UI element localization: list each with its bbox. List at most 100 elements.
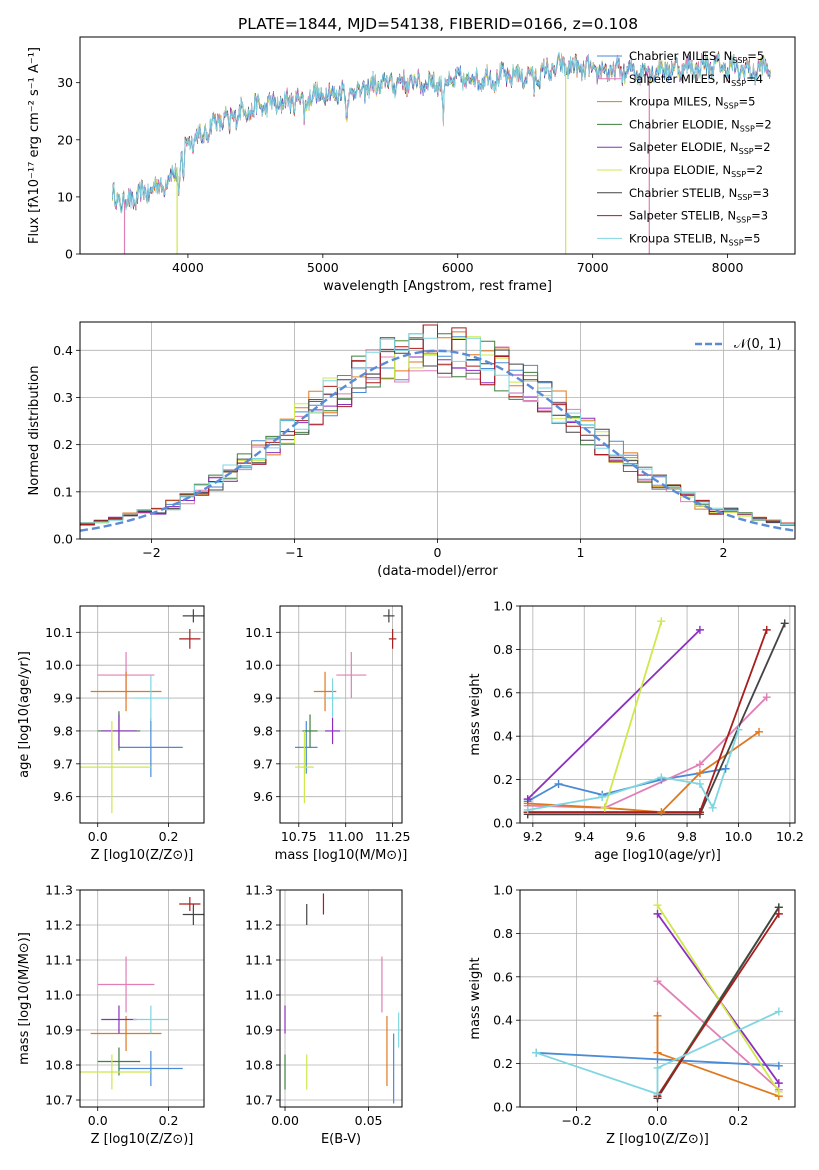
y-tick-label: 11.0 bbox=[45, 988, 73, 1003]
y-tick-label: 9.7 bbox=[253, 756, 273, 771]
weight-marker bbox=[695, 779, 704, 788]
y-tick-label: 0.4 bbox=[493, 729, 513, 744]
weight-marker bbox=[762, 693, 771, 702]
x-tick-label: 1 bbox=[577, 545, 585, 560]
weight-marker bbox=[774, 1007, 783, 1016]
weight-marker bbox=[653, 909, 662, 918]
legend-subscript: SSP bbox=[729, 238, 744, 247]
y-tick-label: 9.9 bbox=[53, 691, 73, 706]
legend-suffix: =4 bbox=[746, 72, 763, 86]
weight-marker bbox=[653, 1063, 662, 1072]
weight-line bbox=[527, 696, 768, 809]
weight-marker bbox=[708, 803, 717, 812]
y-axis-label: Flux [fλ10⁻¹⁷ erg cm⁻² s⁻¹ A⁻¹] bbox=[27, 47, 42, 244]
axes-frame bbox=[79, 321, 796, 540]
weight-marker bbox=[774, 1079, 783, 1088]
x-axis-label: age [log10(age/yr)] bbox=[594, 848, 721, 863]
legend-subscript: SSP bbox=[731, 79, 746, 88]
legend-label: Salpeter MILES, NSSP=4 bbox=[629, 72, 763, 88]
weight-marker bbox=[657, 773, 666, 782]
histogram-steps bbox=[80, 333, 795, 539]
weight-marker bbox=[554, 779, 563, 788]
y-tick-label: 1.0 bbox=[493, 599, 513, 614]
x-tick-label: 9.6 bbox=[626, 829, 646, 844]
x-tick-label: 0 bbox=[434, 545, 442, 560]
y-tick-label: 20 bbox=[57, 132, 73, 147]
y-tick-label: 11.3 bbox=[45, 883, 73, 898]
x-tick-label: −1 bbox=[285, 545, 303, 560]
y-axis-label: age [log10(age/yr)] bbox=[17, 651, 32, 778]
plot-area-mass_vs_Z bbox=[80, 897, 204, 1090]
y-axis-label: mass weight bbox=[468, 957, 483, 1039]
legend-subscript: SSP bbox=[736, 216, 751, 225]
y-tick-label: 11.2 bbox=[45, 918, 73, 933]
x-tick-label: −0.2 bbox=[561, 1113, 591, 1128]
y-tick-label: 0.4 bbox=[53, 343, 73, 358]
weight-marker bbox=[721, 764, 730, 773]
x-tick-label: 0.05 bbox=[355, 1113, 383, 1128]
y-tick-label: 11.0 bbox=[245, 988, 273, 1003]
y-tick-label: 10.0 bbox=[245, 658, 273, 673]
weight-line bbox=[656, 913, 780, 1097]
legend-label: Kroupa ELODIE, NSSP=2 bbox=[629, 163, 763, 179]
plot-area-age_vs_Z bbox=[80, 609, 204, 814]
y-tick-label: 11.1 bbox=[45, 953, 73, 968]
legend-label: Kroupa STELIB, NSSP=5 bbox=[629, 231, 760, 247]
figure-title: PLATE=1844, MJD=54138, FIBERID=0166, z=0… bbox=[238, 15, 638, 33]
y-tick-label: 0.6 bbox=[493, 685, 513, 700]
x-tick-label: 0.0 bbox=[88, 1113, 108, 1128]
x-axis-label: Z [log10(Z/Z⊙)] bbox=[91, 848, 194, 863]
legend-suffix: =5 bbox=[744, 231, 761, 245]
y-tick-label: 10.1 bbox=[245, 625, 273, 640]
x-tick-label: 10.75 bbox=[281, 829, 317, 844]
y-tick-label: 11.1 bbox=[245, 953, 273, 968]
spectrum-line bbox=[112, 51, 771, 214]
y-tick-label: 9.6 bbox=[53, 789, 73, 804]
axes-frame bbox=[79, 36, 796, 255]
normal-curve bbox=[80, 349, 795, 532]
y-tick-label: 0.2 bbox=[493, 1056, 513, 1071]
legend-label: Chabrier ELODIE, NSSP=2 bbox=[629, 117, 772, 133]
y-axis-label: mass [log10(M/M⊙)] bbox=[17, 932, 32, 1065]
y-tick-label: 0.8 bbox=[493, 926, 513, 941]
legend-suffix: =5 bbox=[739, 95, 756, 109]
x-tick-label: 9.4 bbox=[574, 829, 594, 844]
axes-frame bbox=[79, 605, 205, 824]
legend-subscript: SSP bbox=[737, 193, 752, 202]
y-tick-label: 10.0 bbox=[45, 658, 73, 673]
weight-marker bbox=[734, 725, 743, 734]
x-axis-label: Z [log10(Z/Z⊙)] bbox=[606, 1132, 709, 1147]
x-tick-label: 10.0 bbox=[725, 829, 753, 844]
legend-label: Kroupa MILES, NSSP=5 bbox=[629, 95, 755, 111]
x-tick-label: 0.2 bbox=[159, 1113, 179, 1128]
y-axis-label: Normed distribution bbox=[27, 366, 42, 496]
plot-area-mass_vs_ebv bbox=[284, 893, 400, 1104]
plot-area-residuals bbox=[80, 324, 795, 539]
y-tick-label: 10.8 bbox=[245, 1058, 273, 1073]
x-tick-label: 11.00 bbox=[328, 829, 364, 844]
y-tick-label: 0.2 bbox=[493, 772, 513, 787]
x-axis-label: mass [log10(M/M⊙)] bbox=[275, 848, 408, 863]
y-tick-label: 9.8 bbox=[253, 723, 273, 738]
y-tick-label: 9.7 bbox=[53, 756, 73, 771]
axes-age_vs_mass: 10.75 11.00 11.25 9.6 9.7 9.8 9.9 10.0 10.1 mass … bbox=[245, 605, 411, 863]
axes-residuals: −2 −1 0 1 2 0.0 0.1 0.2 0.3 0.4 (data-model)/error… bbox=[27, 321, 796, 579]
y-tick-label: 0.6 bbox=[493, 969, 513, 984]
weight-marker bbox=[653, 1048, 662, 1057]
weight-marker bbox=[653, 977, 662, 986]
x-axis-label: Z [log10(Z/Z⊙)] bbox=[91, 1132, 194, 1147]
weight-line bbox=[656, 904, 780, 1093]
y-tick-label: 1.0 bbox=[493, 883, 513, 898]
legend-subscript: SSP bbox=[732, 56, 747, 65]
axes-mass_weight_vs_age: 9.2 9.4 9.6 9.8 10.0 10.2 0.0 0.2 0.4 0.6 0.8 1.0 ag… bbox=[468, 599, 804, 864]
weight-line bbox=[656, 980, 780, 1091]
weight-marker bbox=[695, 769, 704, 778]
y-tick-label: 9.6 bbox=[253, 789, 273, 804]
x-axis-label: (data-model)/error bbox=[377, 564, 498, 579]
weight-marker bbox=[780, 619, 789, 628]
axes-frame bbox=[519, 605, 796, 824]
x-tick-label: 9.2 bbox=[523, 829, 543, 844]
x-tick-label: 2 bbox=[720, 545, 728, 560]
weight-line bbox=[527, 629, 701, 800]
